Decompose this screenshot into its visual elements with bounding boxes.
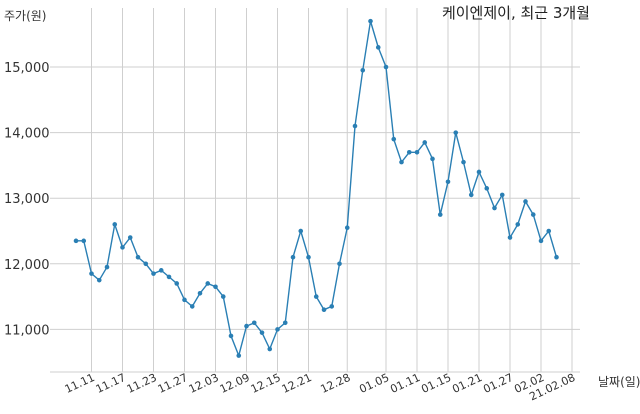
data-point	[143, 261, 149, 267]
x-tick-label: 11.11	[63, 371, 97, 396]
data-point	[228, 333, 234, 339]
x-tick-label: 01.27	[481, 371, 515, 396]
data-point	[112, 222, 118, 227]
data-point	[530, 212, 536, 217]
y-tick-label: 14,000	[4, 127, 50, 142]
data-point	[461, 159, 466, 165]
x-tick-label: 12.15	[249, 371, 283, 396]
data-point	[81, 238, 87, 244]
data-point	[158, 268, 164, 273]
x-tick-label: 12.03	[187, 371, 221, 396]
data-point	[96, 277, 102, 283]
data-point	[244, 323, 249, 329]
data-point	[546, 228, 552, 234]
data-point	[538, 238, 544, 244]
data-point	[151, 271, 156, 276]
data-point	[468, 192, 474, 198]
price-series-points	[73, 18, 559, 358]
data-point	[507, 235, 513, 240]
x-tick-label: 12.21	[280, 371, 314, 396]
y-tick-label: 15,000	[4, 61, 50, 76]
data-point	[344, 225, 350, 231]
data-point	[337, 261, 342, 267]
data-point	[259, 330, 265, 335]
grid-layer	[50, 8, 580, 372]
data-point	[375, 45, 381, 50]
x-axis-label: 날짜(일)	[598, 375, 640, 389]
data-point	[430, 156, 435, 162]
x-tick-label: 01.21	[450, 371, 484, 396]
data-point	[414, 149, 420, 155]
data-point	[290, 254, 296, 260]
y-tick-label: 13,000	[4, 192, 50, 207]
data-point	[213, 284, 218, 290]
data-point	[515, 222, 521, 227]
data-point	[368, 18, 373, 24]
data-point	[422, 140, 428, 145]
data-point	[236, 353, 242, 358]
data-point	[197, 290, 203, 296]
data-point	[205, 281, 211, 286]
price-series-line	[76, 20, 558, 358]
data-point	[352, 123, 358, 129]
data-point	[220, 294, 226, 299]
data-point	[406, 149, 412, 155]
x-tick-labels: 11.1111.1711.2311.2712.0312.0912.1512.21…	[63, 371, 578, 403]
data-point	[321, 307, 327, 312]
chart-title: 케이엔제이, 최근 3개월	[442, 4, 590, 22]
data-point	[104, 264, 110, 270]
data-point	[298, 228, 304, 234]
data-point	[499, 192, 505, 198]
data-point	[306, 254, 311, 260]
data-point	[166, 274, 172, 280]
data-point	[120, 245, 125, 250]
data-point	[73, 238, 79, 244]
y-tick-labels: 11,000 12,000 13,000 14,000 15,000	[4, 61, 50, 338]
data-point	[453, 130, 459, 135]
x-tick-label: 11.27	[156, 371, 190, 396]
data-point	[267, 346, 273, 352]
x-tick-label: 12.28	[318, 371, 352, 396]
data-point	[383, 64, 389, 70]
data-point	[492, 205, 497, 211]
x-tick-label: 01.15	[419, 371, 453, 396]
data-point	[554, 254, 559, 260]
data-point	[135, 254, 141, 260]
y-tick-label: 12,000	[4, 258, 50, 273]
y-tick-label: 11,000	[4, 323, 50, 338]
x-tick-label: 01.05	[357, 371, 391, 396]
data-point	[391, 136, 397, 142]
data-point	[174, 281, 180, 286]
x-tick-label: 11.23	[125, 371, 159, 396]
data-point	[437, 212, 443, 217]
data-point	[329, 304, 335, 309]
data-point	[189, 304, 195, 309]
data-point	[484, 186, 490, 191]
data-point	[127, 235, 133, 240]
data-point	[476, 169, 482, 175]
data-point	[89, 271, 94, 276]
data-point	[523, 199, 528, 204]
data-point	[360, 68, 366, 73]
x-tick-label: 12.09	[218, 371, 252, 396]
data-point	[275, 327, 280, 332]
y-axis-label: 주가(원)	[4, 9, 46, 23]
data-point	[313, 294, 319, 299]
data-point	[251, 320, 257, 326]
data-point	[445, 179, 451, 185]
data-point	[282, 320, 288, 326]
data-point	[182, 297, 187, 303]
x-tick-label: 11.17	[94, 371, 128, 396]
x-tick-label: 01.11	[388, 371, 422, 396]
data-point	[399, 159, 404, 165]
